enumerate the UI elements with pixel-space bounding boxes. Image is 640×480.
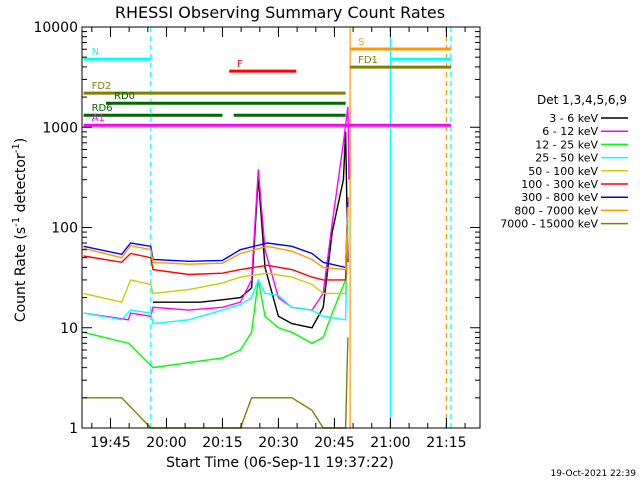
- legend-label: 6 - 12 keV: [542, 125, 598, 138]
- y-tick-label: 10000: [33, 20, 78, 36]
- legend-label: 7000 - 15000 keV: [500, 218, 598, 231]
- y-tick-label: 1000: [42, 120, 78, 136]
- mode-bar-label: FD2: [92, 81, 112, 92]
- y-axis-label: Count Rate (s-1 detector-1): [11, 138, 29, 322]
- series-line: [83, 106, 350, 321]
- plot-area: [150, 27, 452, 428]
- legend-label: 3 - 6 keV: [549, 112, 598, 125]
- x-tick-label: 21:15: [426, 435, 466, 451]
- series-line: [153, 131, 349, 329]
- legend-label: 300 - 800 keV: [521, 191, 598, 204]
- series-line: [83, 337, 349, 429]
- legend-label: 100 - 300 keV: [521, 178, 598, 191]
- mode-bar-label: RD6: [92, 103, 113, 114]
- plot-frame: [81, 26, 481, 429]
- y-tick-label: 10: [60, 321, 78, 337]
- x-tick-label: 20:30: [258, 435, 298, 451]
- legend-label: 50 - 100 keV: [528, 165, 598, 178]
- x-axis-label: Start Time (06-Sep-11 19:37:22): [166, 455, 394, 471]
- x-tick-label: 20:45: [314, 435, 354, 451]
- series-line: [83, 219, 349, 325]
- series-line: [83, 209, 349, 304]
- mode-bar-label: RD0: [114, 91, 135, 102]
- y-tick-label: 1: [69, 421, 78, 437]
- series-lines: [83, 106, 350, 429]
- legend-title: Det 1,3,4,5,6,9: [537, 93, 627, 107]
- legend-label: 800 - 7000 keV: [514, 204, 598, 217]
- x-tick-label: 21:00: [370, 435, 410, 451]
- mode-bar-label: FD1: [358, 55, 378, 66]
- y-axis-ticks: 1 10 100 1000 10000: [33, 20, 480, 437]
- series-line: [83, 197, 349, 281]
- series-line: [83, 201, 349, 269]
- legend-label: 12 - 25 keV: [535, 138, 598, 151]
- y-tick-label: 100: [51, 221, 78, 237]
- mode-bar-label: N: [92, 47, 99, 58]
- footer-timestamp: 19-Oct-2021 22:39: [551, 469, 637, 479]
- mode-bar-label: S: [358, 37, 364, 48]
- series-line: [83, 206, 349, 271]
- chart-title: RHESSI Observing Summary Count Rates: [115, 3, 445, 22]
- mode-bar-label: A1: [92, 113, 105, 124]
- x-tick-label: 19:45: [90, 435, 130, 451]
- x-axis-ticks: 19:45 20:00 20:15 20:30 20:45 21:00 21:15: [90, 27, 467, 451]
- mode-bar-label: F: [237, 59, 243, 70]
- x-tick-label: 20:00: [146, 435, 186, 451]
- series-line: [83, 197, 349, 369]
- x-tick-label: 20:15: [202, 435, 242, 451]
- legend-label: 25 - 50 keV: [535, 152, 598, 165]
